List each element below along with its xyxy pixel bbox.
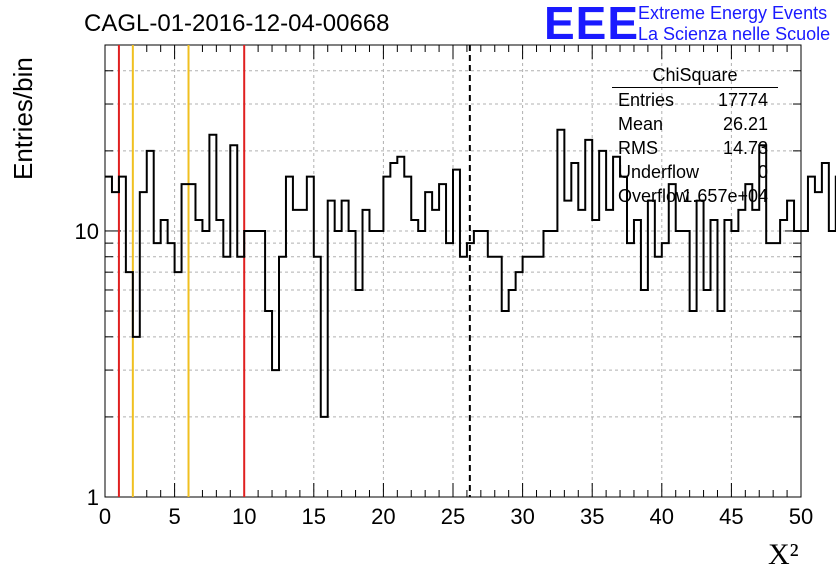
x-tick-label: 50 bbox=[789, 504, 813, 529]
stats-value: 14.73 bbox=[722, 138, 768, 158]
stats-value: 26.21 bbox=[722, 114, 768, 134]
x-tick-label: 40 bbox=[650, 504, 674, 529]
y-tick-label: 1 bbox=[87, 485, 99, 510]
stats-row-entries: Entries 17774 bbox=[612, 88, 778, 112]
logo-line-2: La Scienza nelle Scuole bbox=[638, 24, 831, 44]
stats-label: Entries bbox=[618, 90, 675, 110]
x-axis-label: X² bbox=[768, 538, 799, 571]
stats-value: 17774 bbox=[717, 90, 768, 110]
stats-row-overflow: Overflow 1.657e+04 bbox=[612, 184, 778, 208]
stats-title: ChiSquare bbox=[612, 65, 778, 88]
x-tick-label: 20 bbox=[371, 504, 395, 529]
stats-box: ChiSquare Entries 17774 Mean 26.21 RMS 1… bbox=[612, 65, 778, 208]
y-tick-label: 10 bbox=[75, 219, 99, 244]
stats-value: 1.657e+04 bbox=[682, 186, 768, 206]
stats-row-rms: RMS 14.73 bbox=[612, 136, 778, 160]
x-tick-label: 15 bbox=[302, 504, 326, 529]
eee-logo: EEE bbox=[544, 0, 640, 49]
x-tick-label: 30 bbox=[510, 504, 534, 529]
stats-label: Mean bbox=[618, 114, 664, 134]
x-tick-label: 0 bbox=[99, 504, 111, 529]
stats-label: Overflow bbox=[618, 186, 690, 206]
x-tick-label: 25 bbox=[441, 504, 465, 529]
stats-value: 0 bbox=[757, 162, 768, 182]
x-tick-label: 35 bbox=[580, 504, 604, 529]
chart-title: CAGL-01-2016-12-04-00668 bbox=[84, 10, 390, 37]
stats-row-mean: Mean 26.21 bbox=[612, 112, 778, 136]
x-tick-label: 45 bbox=[719, 504, 743, 529]
stats-row-underflow: Underflow 0 bbox=[612, 160, 778, 184]
x-tick-label: 5 bbox=[168, 504, 180, 529]
logo-line-1: Extreme Energy Events bbox=[638, 3, 828, 23]
x-tick-label: 10 bbox=[232, 504, 256, 529]
stats-label: RMS bbox=[618, 138, 658, 158]
histogram-line bbox=[105, 128, 836, 418]
stats-label: Underflow bbox=[618, 162, 700, 182]
y-axis-label: Entries/bin bbox=[8, 57, 38, 180]
